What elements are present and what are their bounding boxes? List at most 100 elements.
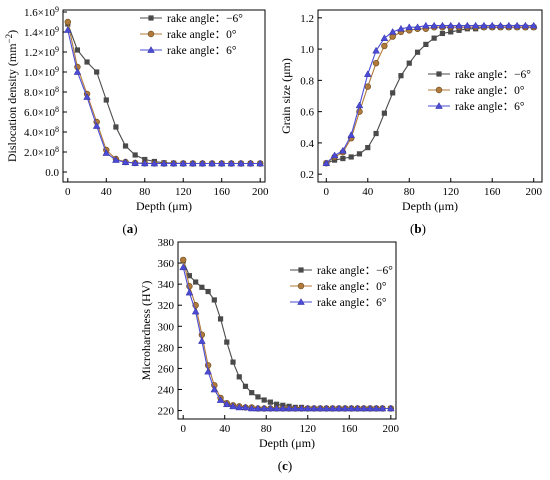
x-tick-label: 120	[300, 423, 317, 435]
chart-c: 0 40 80 120 160 200 220 240 260 280 300 320 340 360 38…	[139, 237, 400, 473]
x-tick-label: 160	[484, 186, 501, 198]
data-point	[430, 21, 438, 29]
legend-marker	[297, 298, 305, 305]
data-point	[150, 159, 159, 167]
data-point	[356, 151, 363, 157]
y-tick-label: 0.0	[45, 167, 59, 179]
data-point	[224, 339, 230, 345]
data-point	[103, 97, 109, 103]
y-tick-label: 1.2	[300, 13, 314, 25]
legend-marker	[147, 46, 155, 53]
plot-frame	[62, 9, 266, 183]
x-axis-label: Depth (μm)	[402, 199, 458, 213]
legend-entry: rake angle：0°	[317, 281, 387, 293]
data-point	[372, 404, 381, 412]
data-point	[249, 390, 255, 396]
x-tick-label: 120	[442, 186, 459, 198]
x-axis-label: Depth (μm)	[136, 199, 192, 213]
y-tick-label: 6.0×108	[24, 105, 59, 119]
y-tick-label-mantissa: 220	[158, 406, 175, 418]
data-point	[365, 145, 371, 151]
data-point	[179, 159, 188, 167]
legend-entry: rake angle：−6°	[167, 13, 243, 25]
data-point	[274, 401, 280, 407]
data-point	[496, 21, 505, 29]
x-tick-label: 160	[213, 186, 230, 198]
plot-frame	[317, 9, 543, 183]
data-point	[372, 46, 380, 54]
data-point	[185, 288, 194, 296]
data-point	[364, 83, 371, 90]
data-point	[235, 403, 244, 411]
y-tick-label-mantissa: 8.0×10	[24, 87, 55, 99]
y-tick-label-mantissa: 240	[158, 385, 175, 397]
legend-marker	[435, 102, 443, 109]
y-tick-label-mantissa: 2.0×10	[24, 147, 55, 159]
data-point	[266, 404, 275, 412]
y-tick-label-mantissa: 260	[158, 363, 175, 375]
legend-marker	[148, 15, 154, 21]
x-axis-label: Depth (μm)	[259, 436, 315, 450]
chart-b: 0 40 80 120 160 200 0.2 0.4 0.6 0.8 1.0 1.2 Depth (μ…	[279, 9, 543, 236]
data-point	[310, 404, 318, 412]
data-point	[122, 143, 129, 149]
panel-label-open: (	[410, 221, 414, 236]
data-point	[521, 21, 530, 29]
panel-label-open: (	[122, 221, 126, 236]
data-point	[179, 256, 187, 264]
data-point	[285, 404, 293, 412]
data-point	[255, 394, 261, 400]
y-tick-label-mantissa: 6.0×10	[24, 107, 55, 119]
data-point	[211, 297, 217, 303]
data-point	[102, 149, 111, 156]
x-tick-label: 200	[252, 186, 269, 198]
data-point	[340, 155, 346, 162]
data-point	[414, 49, 421, 55]
data-point	[227, 159, 236, 167]
data-point	[237, 159, 245, 167]
data-point	[372, 59, 380, 67]
y-tick-label: 4.0×108	[24, 125, 59, 139]
y-tick-label-mantissa: 0.8	[300, 75, 314, 87]
data-point	[247, 404, 256, 412]
y-tick-label-exponent: 8	[55, 105, 59, 114]
y-tick-label-exponent: 8	[55, 145, 59, 154]
y-tick-label-mantissa: 380	[158, 237, 175, 249]
data-point	[256, 159, 265, 167]
y-tick-label-mantissa: 1.0	[300, 44, 314, 56]
y-tick-label: 0.4	[300, 138, 314, 150]
panel-label-close: )	[288, 458, 292, 473]
data-point	[413, 23, 422, 30]
y-tick-label: 1.6×109	[24, 5, 59, 19]
data-point	[347, 404, 356, 412]
data-point	[448, 29, 454, 35]
data-point	[328, 404, 337, 412]
data-point	[74, 47, 81, 53]
y-axis-label-main: Dislocation density (mm	[5, 43, 19, 162]
y-tick-label-mantissa: 1.2	[300, 13, 314, 25]
data-point	[246, 159, 255, 167]
x-tick-label: 200	[383, 423, 400, 435]
data-point	[423, 41, 429, 47]
legend-marker	[297, 282, 305, 290]
data-point	[216, 396, 225, 403]
data-point	[359, 404, 368, 412]
y-tick-label: 8.0×108	[24, 85, 59, 99]
y-tick-label-mantissa: 0.4	[300, 138, 314, 150]
y-tick-label-mantissa: 0.2	[300, 169, 314, 181]
x-tick-label: 40	[362, 186, 374, 198]
panel-label: (a)	[122, 221, 137, 236]
plot-frame	[177, 241, 397, 420]
data-point	[431, 35, 437, 41]
legend: rake angle：−6° rake angle：0° rake angle：6°	[140, 13, 243, 57]
data-point	[198, 159, 207, 167]
y-tick-label: 1.0	[300, 44, 314, 56]
data-point	[373, 130, 379, 137]
data-point	[193, 279, 199, 285]
data-point	[169, 159, 178, 167]
data-point	[386, 404, 395, 412]
x-tick-label: 80	[261, 423, 273, 435]
y-tick-label-exponent: 9	[55, 25, 59, 34]
data-point	[335, 404, 343, 412]
